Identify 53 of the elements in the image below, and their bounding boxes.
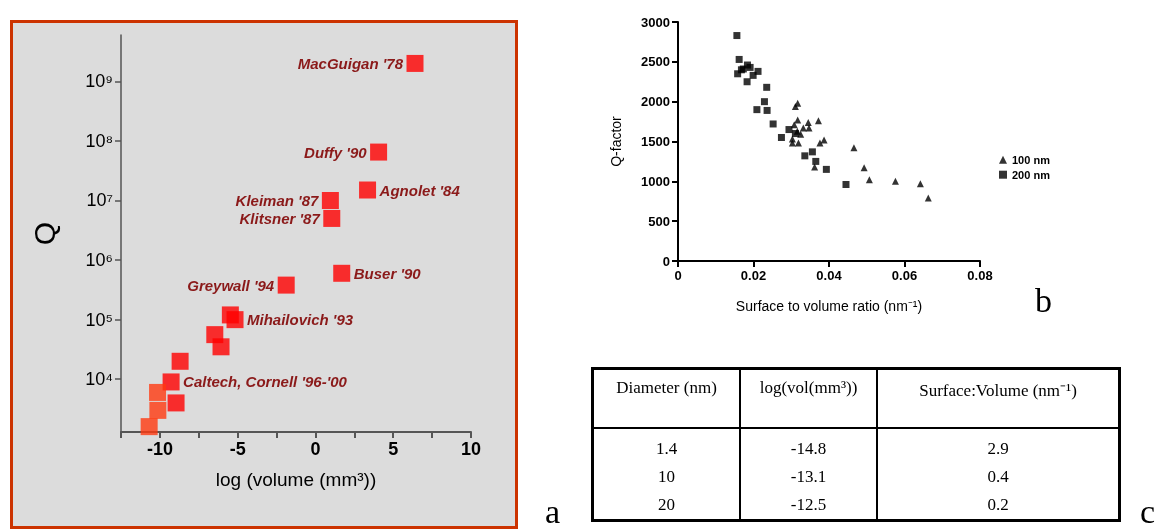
y-axis-title: Q-factor	[608, 115, 624, 167]
legend-label: 200 nm	[1012, 168, 1051, 181]
x-tick-label: 0.08	[967, 268, 993, 283]
text: 0.4	[987, 467, 1009, 486]
annotation: Caltech, Cornell '96-'00	[183, 373, 348, 391]
y-tick-label: 0	[662, 253, 670, 269]
annotation: MacGuigan '78	[297, 54, 404, 72]
x-tick-label: 0.04	[816, 268, 843, 283]
category-label: Diameter (nm)	[592, 368, 741, 428]
x-tick-label: -10	[146, 439, 173, 459]
annotation: Kleiman '87	[235, 192, 320, 209]
y-tick-label: 3000	[641, 14, 670, 30]
x-tick-label: 10	[460, 439, 482, 459]
x-tick-label: 0	[674, 268, 682, 283]
annotation: Agnolet '84	[378, 181, 461, 199]
annotation: Mihailovich '93	[247, 311, 354, 329]
text: -12.5	[790, 495, 827, 514]
x-tick-label: 0.02	[740, 268, 767, 283]
text: b	[1035, 282, 1052, 319]
y-tick-label: 500	[648, 213, 670, 229]
x-axis-title: log (volume (mm³))	[215, 469, 377, 490]
x-axis-title: Surface to volume ratio (nm⁻¹)	[735, 298, 923, 314]
annotation: Duffy '90	[304, 143, 368, 161]
y-tick-label: 10⁵	[85, 309, 113, 330]
y-axis-title: Q	[27, 221, 61, 246]
y-tick-label: 10⁶	[85, 250, 113, 271]
text: 20	[658, 495, 676, 514]
annotation: Klitsner '87	[239, 209, 321, 227]
category-label: log(vol(mm³))	[740, 368, 878, 428]
legend-label: 100 nm	[1012, 153, 1051, 166]
y-tick-label: 1500	[641, 134, 670, 149]
text: c	[1139, 493, 1155, 529]
x-tick-label: 0	[310, 439, 321, 459]
annotation: Greywall '94	[187, 276, 275, 294]
x-tick-label: 5	[388, 439, 399, 459]
y-tick-label: 10⁸	[85, 130, 113, 151]
text: -14.8	[790, 439, 827, 458]
y-tick-label: 10⁴	[85, 369, 113, 390]
text: 1.4	[655, 439, 678, 458]
y-tick-label: 10⁷	[86, 190, 113, 211]
x-tick-label: 0.06	[891, 268, 918, 283]
y-tick-label: 2000	[641, 94, 670, 110]
annotation: Buser '90	[353, 264, 422, 282]
text: 10	[658, 467, 676, 486]
text: 2.9	[987, 439, 1009, 458]
text: 0.2	[987, 495, 1009, 514]
y-tick-label: 1000	[641, 173, 670, 189]
category-label: Surface:Volume (nm⁻¹)	[877, 368, 1120, 428]
y-tick-label: 2500	[641, 54, 670, 70]
y-tick-label: 10⁹	[85, 71, 113, 92]
text: -13.1	[790, 467, 827, 486]
x-tick-label: -5	[229, 439, 246, 459]
text: a	[544, 493, 560, 529]
